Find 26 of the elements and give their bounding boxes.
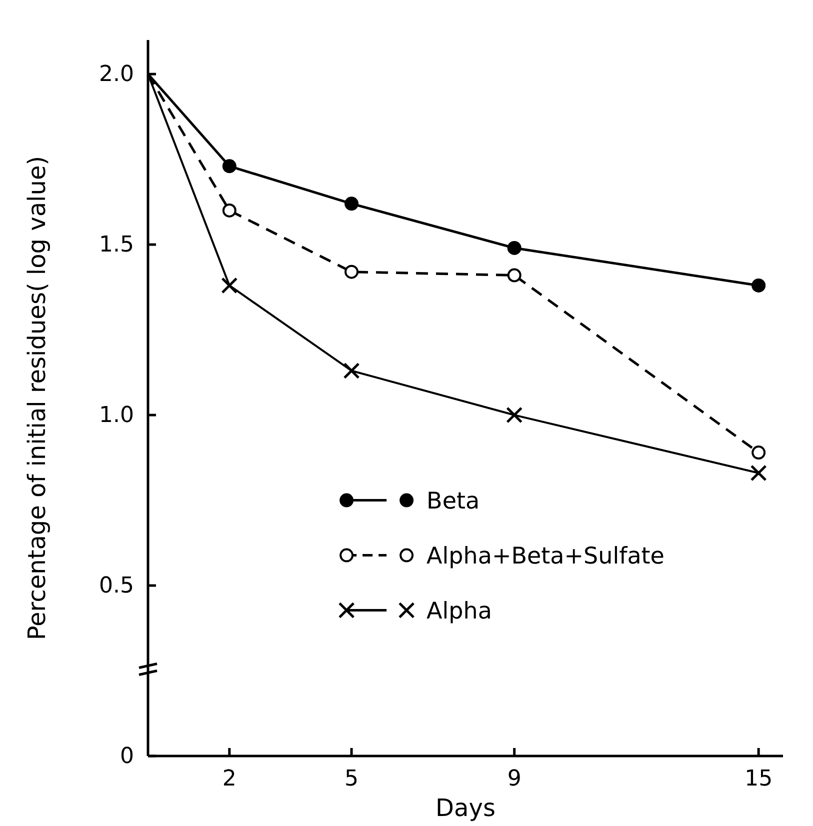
point xyxy=(222,159,236,174)
point xyxy=(507,268,522,282)
x-axis-title: Days xyxy=(436,794,496,822)
point xyxy=(752,278,766,292)
x-tick-label: 5 xyxy=(344,766,359,792)
x-tick-label: 15 xyxy=(744,766,773,792)
point xyxy=(344,196,359,211)
point xyxy=(221,277,238,294)
legend-label: Alpha+Beta+Sulfate xyxy=(426,543,664,570)
x-tick-label: 2 xyxy=(222,766,236,792)
y-tick-label: 1.0 xyxy=(99,403,134,428)
point xyxy=(750,464,767,482)
legend-label: Beta xyxy=(426,488,480,514)
point xyxy=(507,240,522,255)
point xyxy=(506,406,523,424)
point xyxy=(343,362,360,379)
point xyxy=(752,446,766,460)
legend-label: Alpha xyxy=(426,598,492,624)
y-tick-label: 1.5 xyxy=(99,232,134,258)
y-tick-label: 0 xyxy=(120,744,134,770)
point xyxy=(344,264,359,279)
y-tick-label: 2.0 xyxy=(99,62,134,88)
y-tick-label: 0.5 xyxy=(99,574,134,599)
x-tick-label: 9 xyxy=(507,766,522,792)
point xyxy=(222,203,236,218)
y-axis-title: Percentage of initial residues( log value) xyxy=(23,156,51,640)
